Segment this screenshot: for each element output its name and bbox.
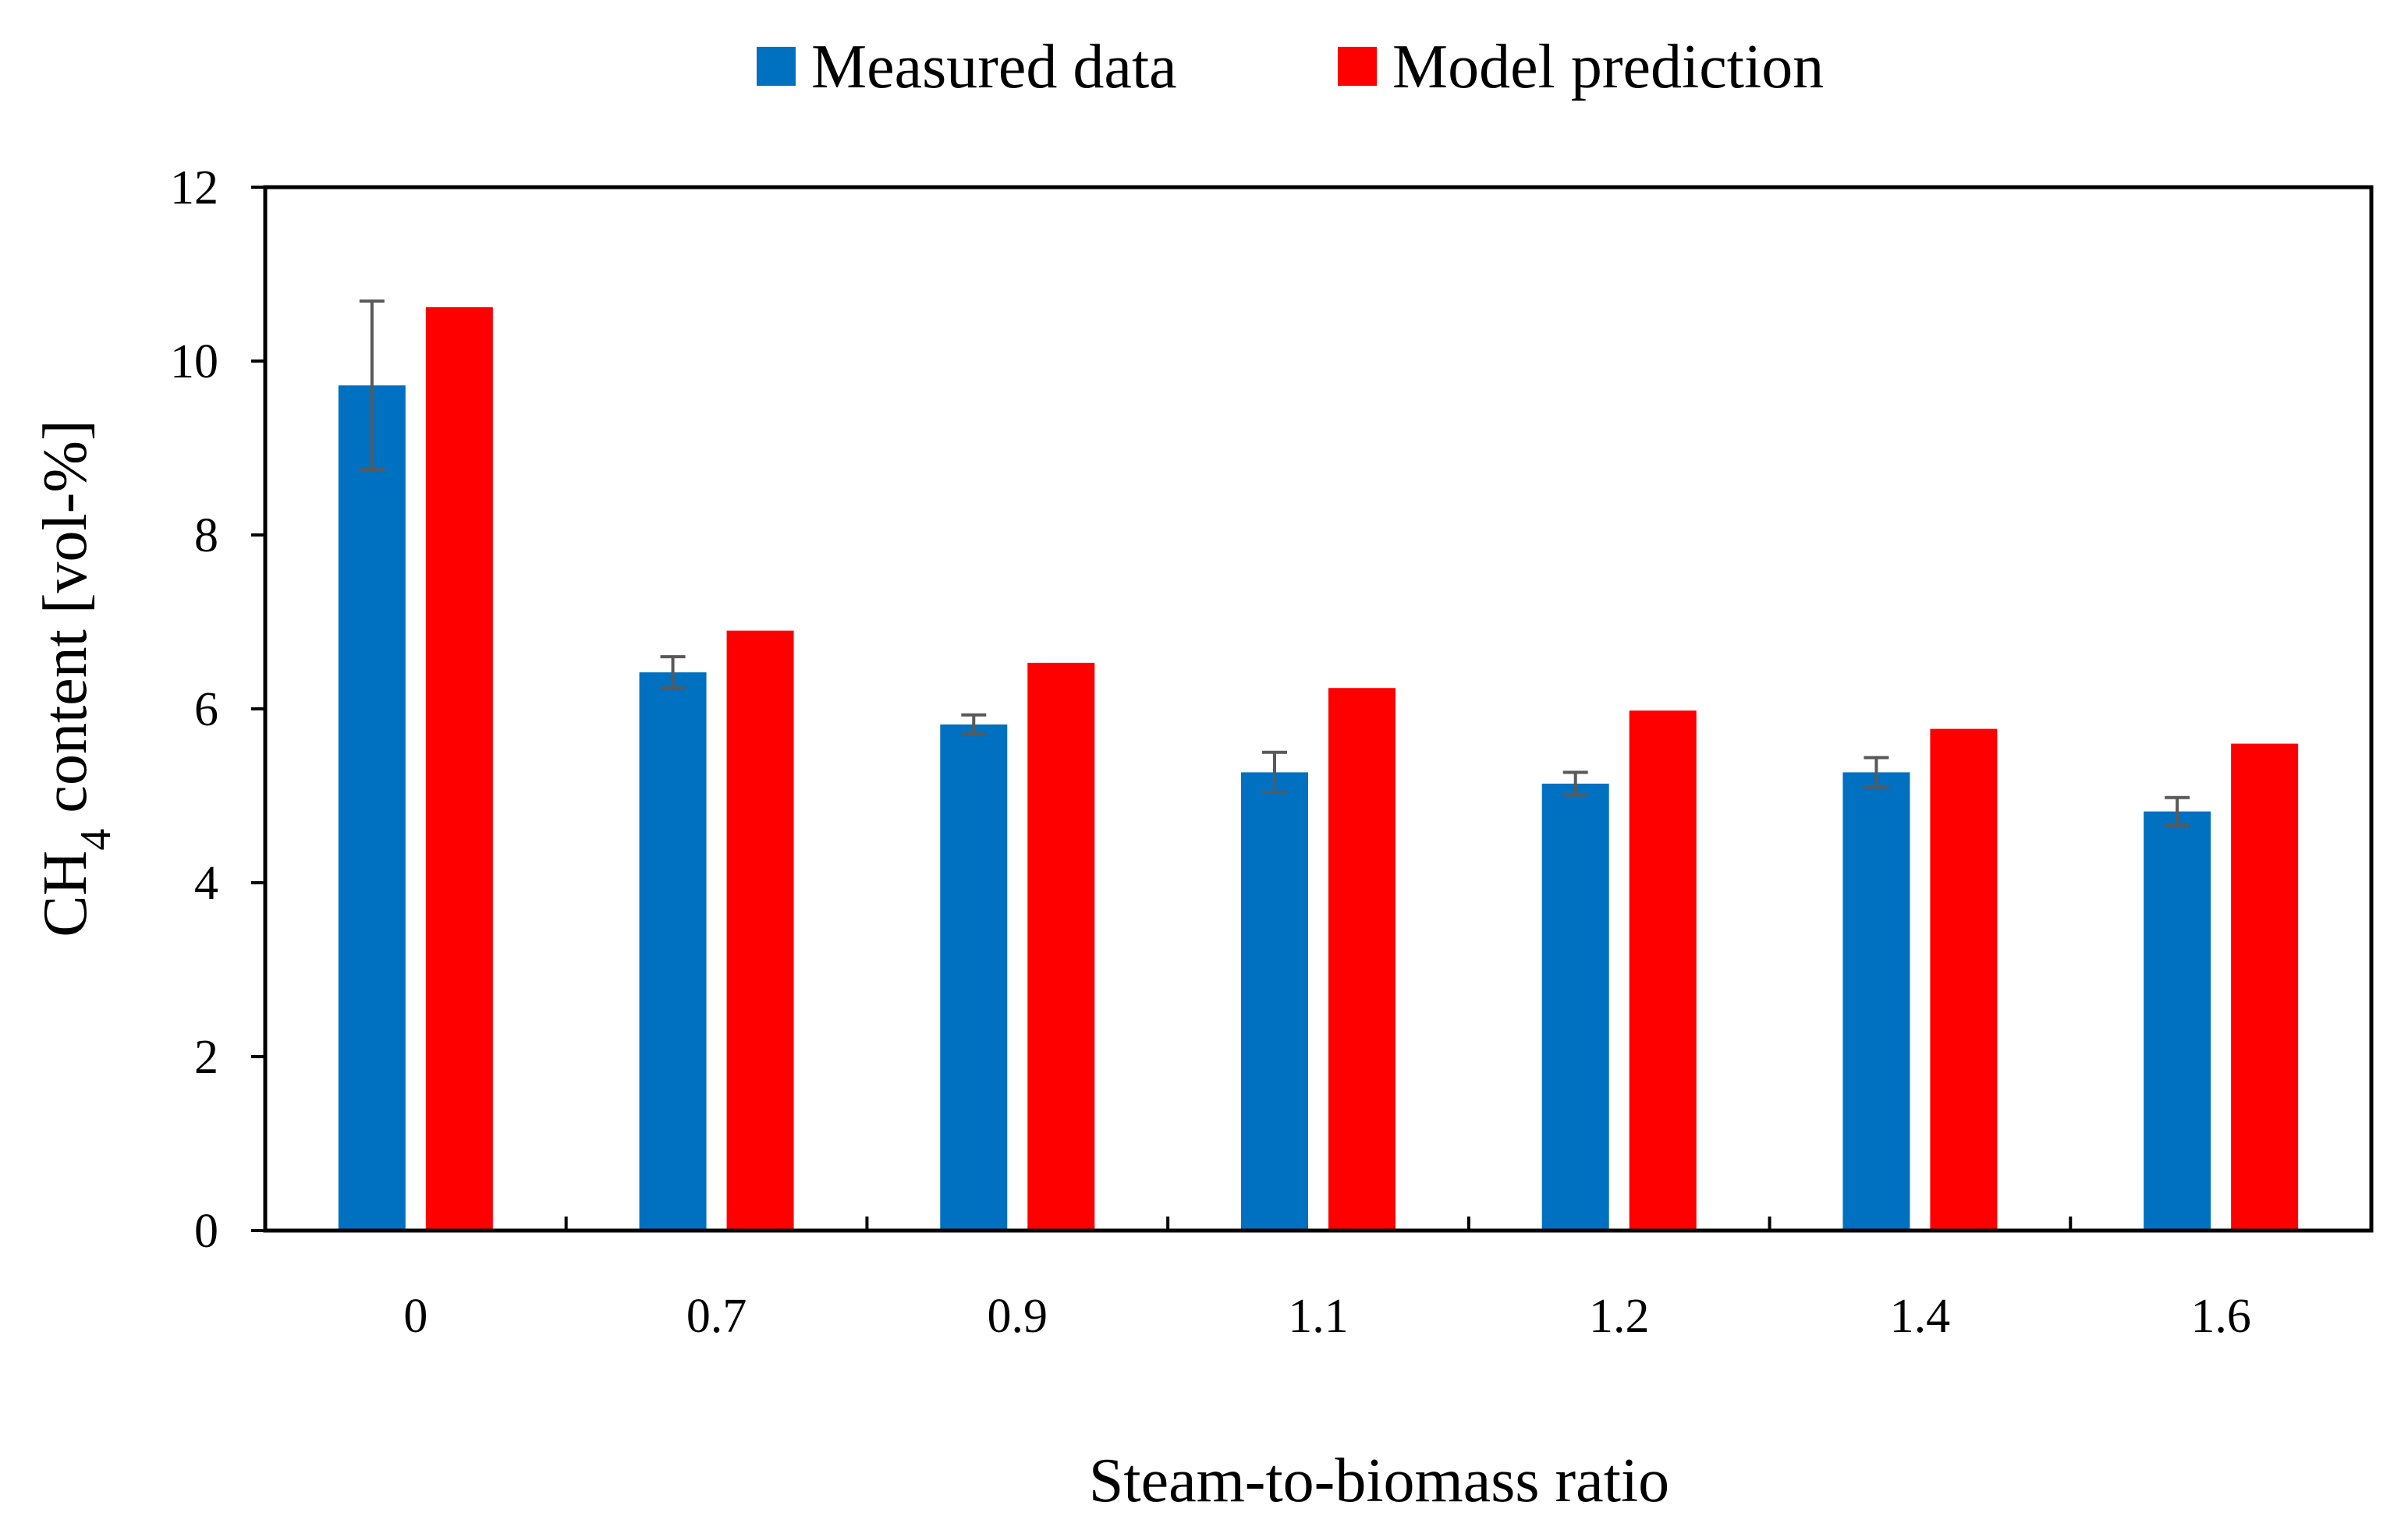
y-axis-title-subscript: 4 (72, 829, 120, 851)
bar-model-prediction (726, 630, 794, 1231)
bar-measured-data (1842, 772, 1910, 1231)
bar-measured-data (1541, 783, 1609, 1231)
y-tick-label: 8 (194, 509, 218, 562)
x-tick-label: 1.1 (1288, 1290, 1349, 1343)
bars (338, 306, 2299, 1231)
y-tick-label: 6 (194, 683, 218, 736)
bar-measured-data (940, 724, 1008, 1231)
error-bars (359, 299, 2190, 827)
bar-measured-data (639, 672, 707, 1231)
x-tick-label: 1.4 (1890, 1290, 1951, 1343)
y-tick-label: 0 (194, 1205, 218, 1258)
x-tick-label: 1.6 (2190, 1290, 2251, 1343)
x-tick-label: 0.7 (686, 1290, 747, 1343)
bar-measured-data (2144, 811, 2211, 1231)
bar-model-prediction (425, 306, 493, 1231)
bar-model-prediction (2231, 743, 2299, 1231)
y-axis-title-main: CH (31, 851, 100, 937)
bar-model-prediction (1328, 688, 1396, 1231)
x-tick-label: 0 (403, 1290, 427, 1343)
bar-model-prediction (1027, 662, 1095, 1231)
x-axis-ticks: 0 0.7 0.9 1.1 1.2 1.4 1.6 (403, 1217, 2251, 1343)
legend-swatch-measured-data (757, 47, 796, 86)
legend-label-measured-data: Measured data (811, 33, 1177, 101)
plot-area-frame (263, 185, 2374, 1233)
x-tick-label: 1.2 (1589, 1290, 1650, 1343)
x-axis-title: Steam-to-biomass ratio (1089, 1447, 1669, 1515)
y-axis-title: CH4 content [vol-%] (31, 420, 120, 937)
bar-model-prediction (1930, 728, 1998, 1231)
y-tick-label: 12 (170, 161, 218, 214)
y-tick-label: 4 (194, 857, 218, 910)
x-tick-label: 0.9 (988, 1290, 1048, 1343)
bar-measured-data (338, 385, 406, 1231)
y-tick-label: 2 (194, 1031, 218, 1084)
y-tick-label: 10 (170, 335, 218, 388)
legend-label-model-prediction: Model prediction (1392, 33, 1824, 101)
legend-swatch-model-prediction (1338, 47, 1377, 86)
y-axis-ticks: 0 2 4 6 8 10 12 (170, 161, 265, 1258)
bar-measured-data (1241, 772, 1308, 1231)
y-axis-title-rest: content [vol-%] (31, 420, 100, 828)
bar-model-prediction (1629, 710, 1697, 1231)
legend: Measured data Model prediction (757, 33, 1824, 101)
